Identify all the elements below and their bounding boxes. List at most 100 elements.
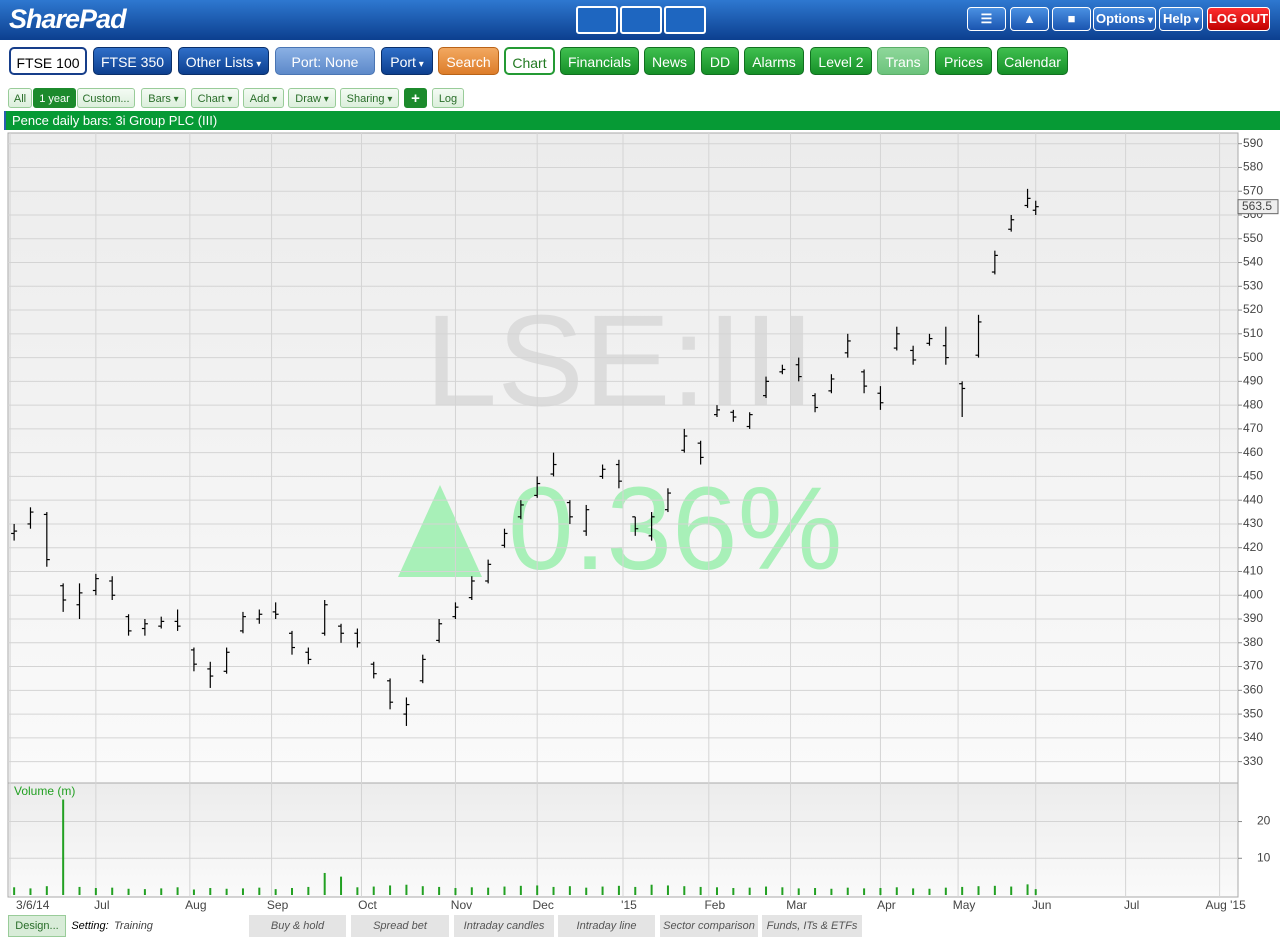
volume-bar [765, 886, 768, 895]
x-tick-label: Dec [533, 898, 554, 912]
y-tick-label: 530 [1243, 278, 1263, 292]
y-tick-label: 590 [1243, 136, 1263, 150]
volume-bar [846, 887, 849, 895]
volume-bar [666, 885, 669, 895]
x-tick-label: Oct [358, 898, 377, 912]
nav-button[interactable]: Trans [877, 47, 929, 75]
volume-bar [1034, 889, 1037, 895]
setting-tab[interactable]: Spread bet [351, 915, 449, 937]
nav-button[interactable]: Port: None [275, 47, 375, 75]
volume-bar [160, 888, 163, 895]
x-tick-label: '15 [621, 898, 637, 912]
nav-button[interactable]: Prices [935, 47, 992, 75]
watermark: LSE:III [425, 287, 815, 433]
volume-bar [127, 888, 130, 895]
tool-button[interactable]: Chart [191, 88, 239, 108]
tool-button[interactable]: Bars [141, 88, 186, 108]
up-triangle [398, 485, 482, 577]
volume-bar [944, 887, 947, 895]
volume-bar [241, 888, 244, 895]
volume-bar [78, 886, 81, 895]
y-tick-label: 10 [1257, 850, 1271, 864]
volume-bar [536, 885, 539, 895]
volume-bar [585, 887, 588, 895]
x-tick-label: Sep [267, 898, 289, 912]
change-watermark: 0.36% [508, 463, 843, 595]
volume-bar [438, 886, 441, 895]
x-tick-label: Nov [451, 898, 472, 912]
logo[interactable]: SharePad [9, 4, 127, 34]
log-button[interactable]: Log [432, 88, 464, 108]
add-button[interactable]: + [404, 88, 427, 108]
setting-tab[interactable]: Intraday candles [454, 915, 554, 937]
nav-button[interactable]: Other Lists [178, 47, 269, 75]
y-tick-label: 400 [1243, 587, 1263, 601]
volume-bar [470, 887, 473, 895]
volume-bar [487, 887, 490, 895]
help-button[interactable]: Help [1159, 7, 1203, 31]
nav-button[interactable]: Alarms [744, 47, 804, 75]
x-tick-label: Apr [877, 898, 896, 912]
nav-button[interactable]: FTSE 350 [93, 47, 172, 75]
range-button[interactable]: Custom... [77, 88, 135, 108]
nav-button[interactable]: Search [438, 47, 499, 75]
nav-button[interactable]: Financials [560, 47, 639, 75]
y-tick-label: 510 [1243, 326, 1263, 340]
y-tick-label: 420 [1243, 540, 1263, 554]
volume-bar [928, 888, 931, 895]
x-tick-label: May [953, 898, 976, 912]
setting-tab[interactable]: Intraday line [558, 915, 655, 937]
volume-bar [634, 886, 637, 895]
range-button[interactable]: 1 year [33, 88, 76, 108]
options-button[interactable]: Options [1093, 7, 1156, 31]
x-tick-label: 3/6/14 [16, 898, 50, 912]
setting-select[interactable]: Training [111, 915, 243, 937]
tool-button[interactable]: Draw [288, 88, 336, 108]
volume-bar [961, 886, 964, 895]
chart-view-icon[interactable] [664, 6, 706, 34]
last-price-label: 563.5 [1242, 199, 1272, 213]
volume-bar [503, 886, 506, 895]
volume-bar [895, 887, 898, 895]
setting-tab[interactable]: Funds, ITs & ETFs [762, 915, 862, 937]
volume-bar [617, 885, 620, 895]
top-bar: SharePad ☰ ▲ ■ Options Help LOG OUT [0, 0, 1280, 40]
volume-bar [568, 886, 571, 895]
y-tick-label: 430 [1243, 516, 1263, 530]
y-tick-label: 500 [1243, 350, 1263, 364]
nav-button[interactable]: News [644, 47, 695, 75]
messages-button[interactable]: ■ [1052, 7, 1091, 31]
tool-button[interactable]: Sharing [340, 88, 399, 108]
volume-bar [29, 888, 32, 895]
nav-button[interactable]: Chart [504, 47, 555, 75]
y-tick-label: 370 [1243, 659, 1263, 673]
setting-tab[interactable]: Buy & hold [249, 915, 346, 937]
volume-bar [650, 884, 653, 895]
nav-button[interactable]: Level 2 [810, 47, 872, 75]
volume-bar [977, 886, 980, 895]
design-button[interactable]: Design... [8, 915, 66, 937]
list-view-icon[interactable] [576, 6, 618, 34]
volume-bar [683, 886, 686, 895]
volume-bar [879, 888, 882, 895]
volume-bar [552, 886, 555, 895]
chart: LSE:III 0.36% Volume (m) 3/6/14 Jul Aug Sep… [7, 132, 1279, 912]
split-view-icon[interactable] [620, 6, 662, 34]
list-button[interactable]: ☰ [967, 7, 1006, 31]
volume-bar [372, 886, 375, 895]
nav-button[interactable]: DD [701, 47, 739, 75]
setting-tab[interactable]: Sector comparison [660, 915, 758, 937]
alerts-button[interactable]: ▲ [1010, 7, 1049, 31]
nav-button[interactable]: Port [381, 47, 433, 75]
y-tick-label: 480 [1243, 397, 1263, 411]
nav-button[interactable]: FTSE 100 [9, 47, 87, 75]
tool-button[interactable]: Add [243, 88, 284, 108]
x-tick-label: Feb [704, 898, 725, 912]
nav-button[interactable]: Calendar [997, 47, 1068, 75]
y-tick-label: 540 [1243, 255, 1263, 269]
setting-label: Setting: [71, 920, 109, 932]
range-button[interactable]: All [8, 88, 32, 108]
logout-button[interactable]: LOG OUT [1207, 7, 1270, 31]
volume-title: Volume (m) [14, 784, 75, 798]
volume-bar [340, 876, 343, 895]
